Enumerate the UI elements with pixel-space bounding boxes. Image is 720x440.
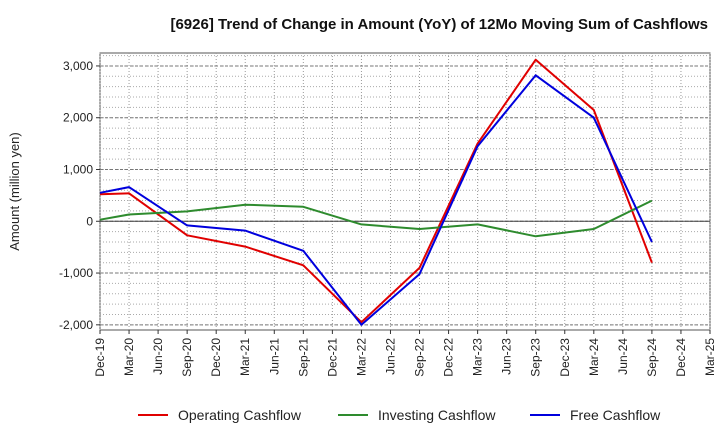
series-line-free-cashflow — [99, 74, 653, 326]
y-tick-label: 1,000 — [63, 162, 93, 176]
x-tick-label: Mar-21 — [238, 338, 252, 376]
y-tick-label: -1,000 — [59, 266, 93, 280]
legend-label: Operating Cashflow — [178, 407, 302, 423]
x-tick-label: Mar-25 — [703, 338, 717, 376]
plot-area — [99, 52, 711, 331]
y-tick-label: 2,000 — [63, 111, 93, 125]
series-line-operating-cashflow — [99, 58, 653, 324]
legend-item-free-cashflow: Free Cashflow — [530, 407, 661, 423]
y-axis-label: Amount (million yen) — [7, 132, 22, 251]
y-tick-label: 0 — [86, 214, 93, 228]
x-tick-label: Dec-21 — [325, 338, 339, 377]
x-tick-label: Jun-22 — [383, 338, 397, 375]
x-tick-label: Dec-20 — [209, 338, 223, 377]
legend-item-investing-cashflow: Investing Cashflow — [338, 407, 496, 423]
x-tick-label: Dec-23 — [558, 338, 572, 377]
x-tick-label: Mar-20 — [122, 338, 136, 376]
chart-title: [6926] Trend of Change in Amount (YoY) o… — [170, 16, 708, 33]
x-tick-label: Jun-24 — [616, 338, 630, 375]
x-tick-label: Jun-21 — [267, 338, 281, 375]
legend-item-operating-cashflow: Operating Cashflow — [138, 407, 302, 423]
x-tick-label: Sep-20 — [180, 338, 194, 377]
x-tick-label: Sep-23 — [529, 338, 543, 377]
x-tick-label: Jun-20 — [151, 338, 165, 375]
y-tick-label: 3,000 — [63, 59, 93, 73]
legend-label: Free Cashflow — [570, 407, 661, 423]
x-tick-label: Mar-24 — [587, 338, 601, 376]
x-tick-label: Dec-19 — [93, 338, 107, 377]
x-tick-label: Sep-24 — [645, 338, 659, 377]
x-tick-label: Sep-22 — [413, 338, 427, 377]
x-tick-label: Jun-23 — [500, 338, 514, 375]
x-tick-label: Dec-22 — [442, 338, 456, 377]
y-tick-label: -2,000 — [59, 318, 93, 332]
legend-label: Investing Cashflow — [378, 407, 496, 423]
x-tick-label: Dec-24 — [674, 338, 688, 377]
x-tick-label: Mar-22 — [354, 338, 368, 376]
x-tick-label: Mar-23 — [471, 338, 485, 376]
x-tick-label: Sep-21 — [296, 338, 310, 377]
